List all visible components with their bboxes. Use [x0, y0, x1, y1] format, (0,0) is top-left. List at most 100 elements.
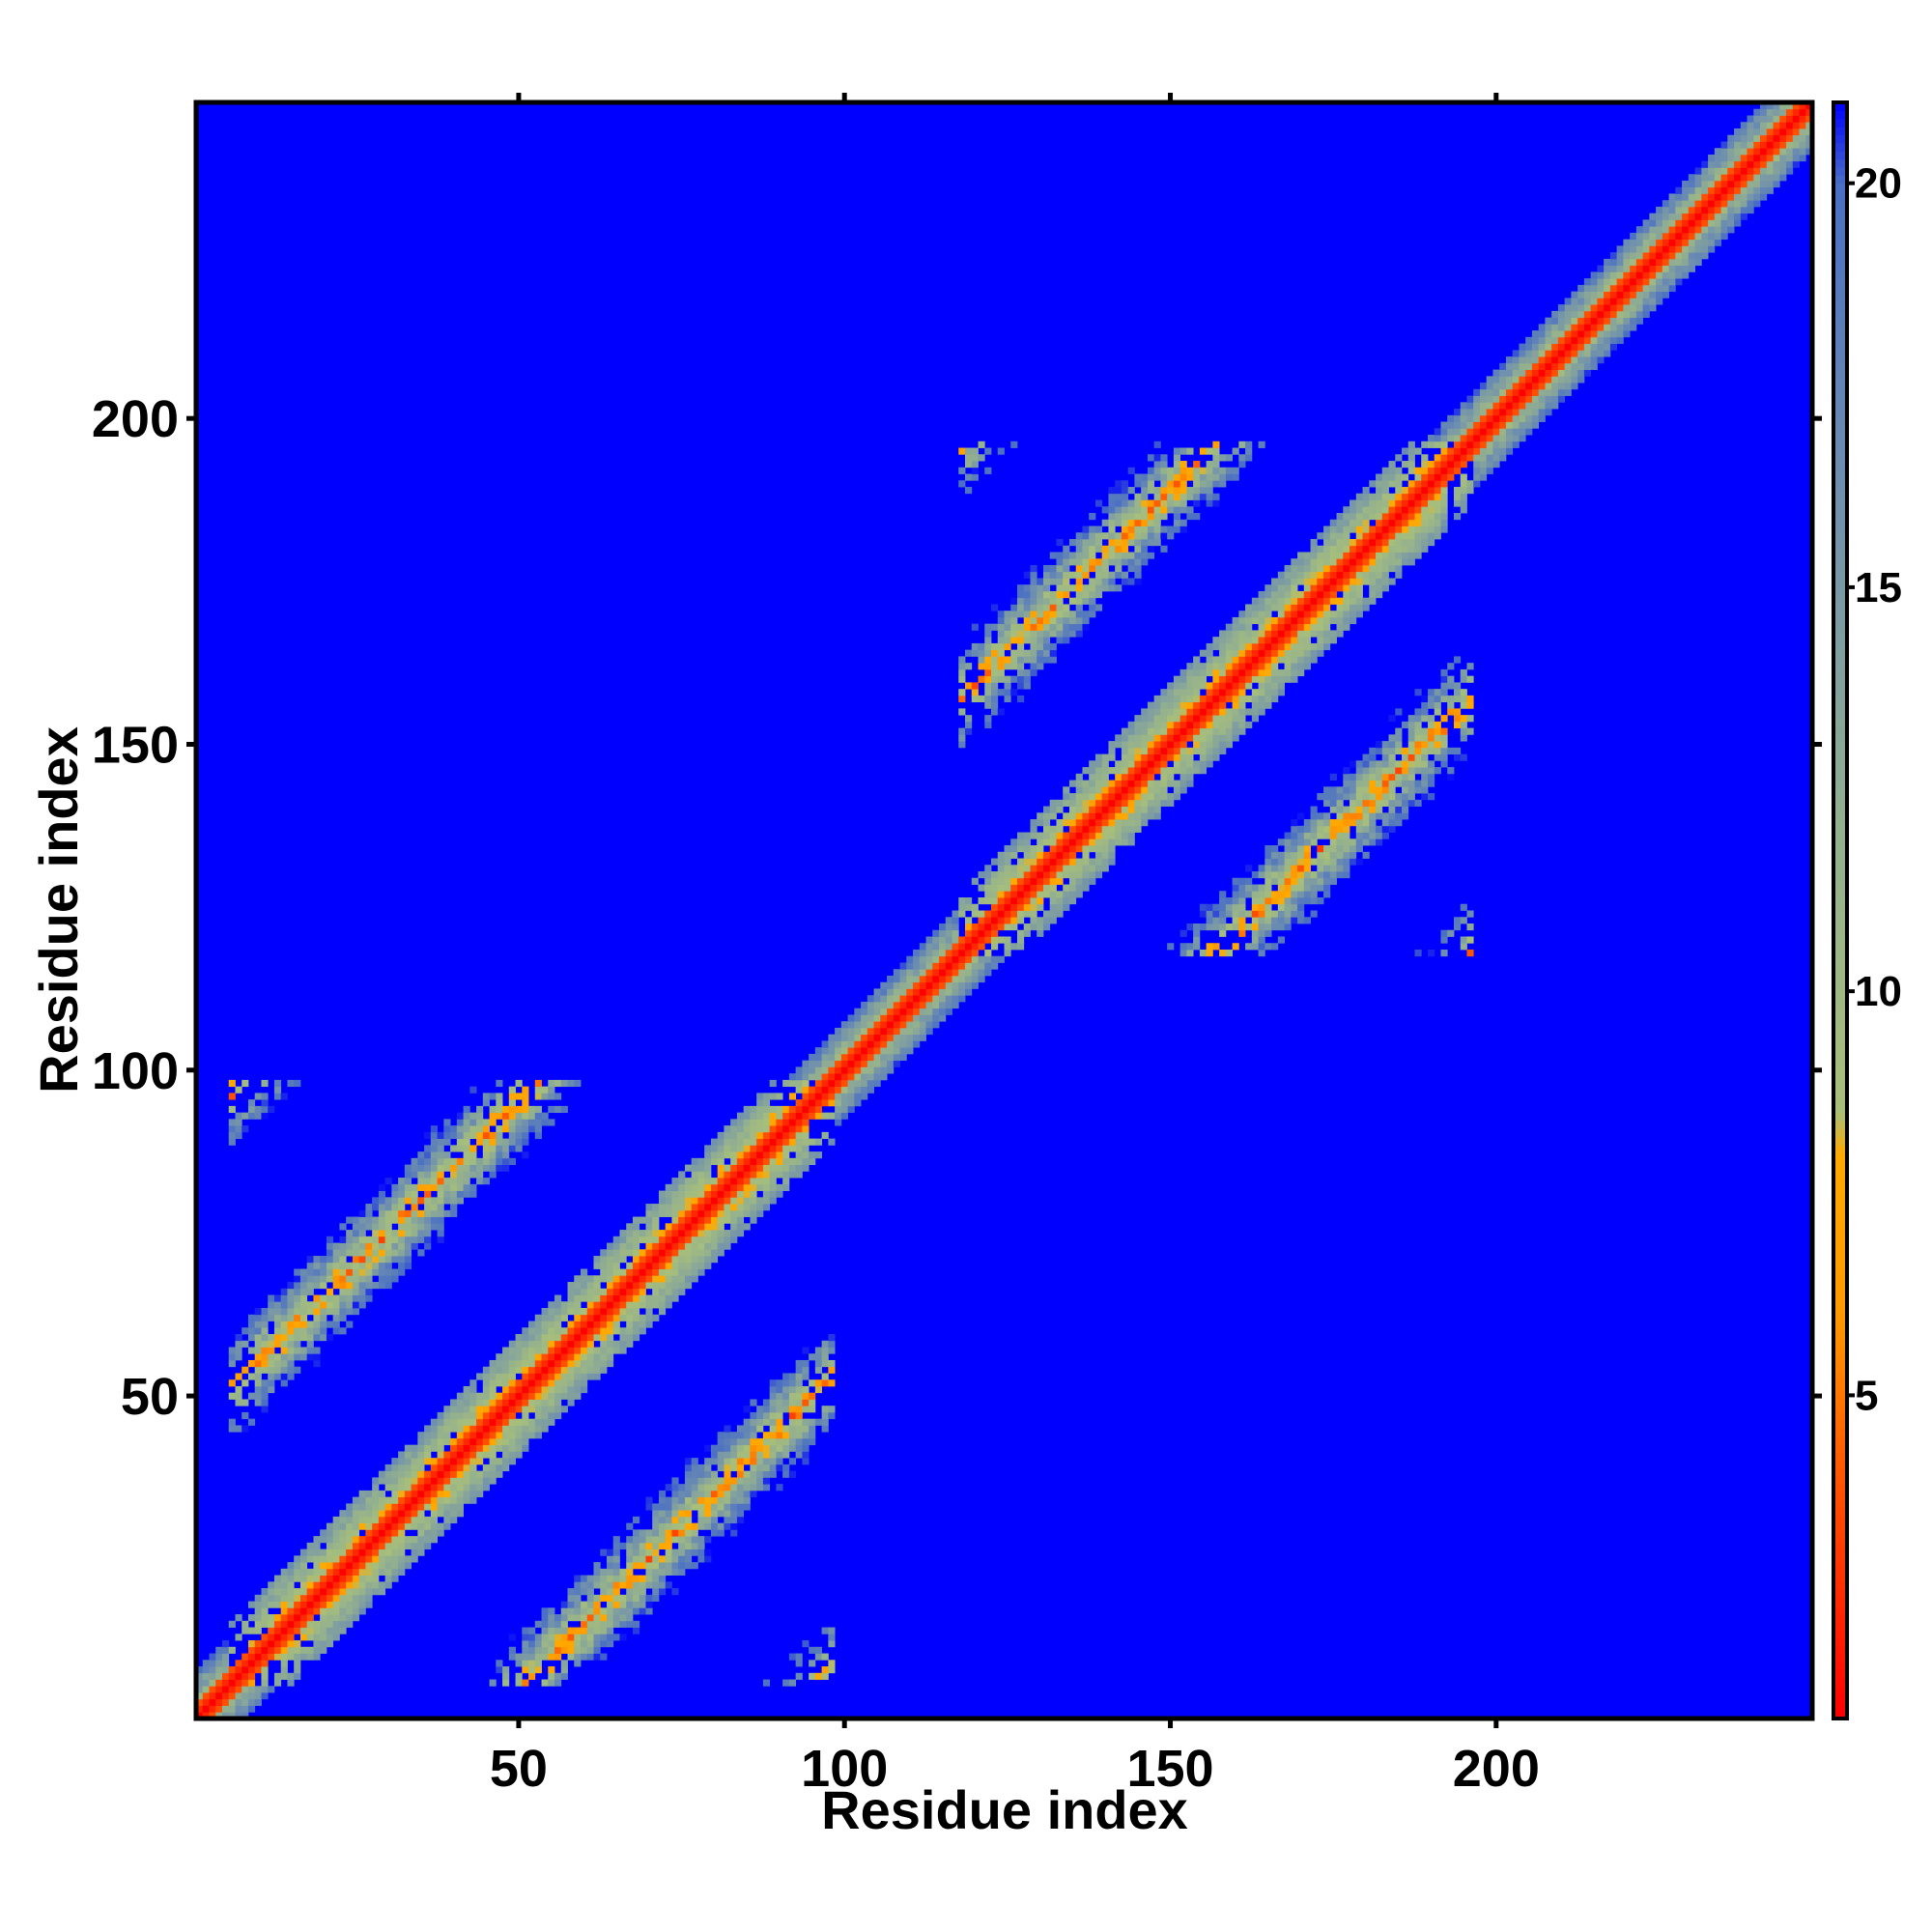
- heatmap-cell: [1063, 630, 1070, 638]
- heatmap-cell: [1023, 675, 1031, 683]
- heatmap-cell: [482, 1444, 490, 1452]
- heatmap-cell: [254, 1620, 262, 1628]
- heatmap-cell: [1160, 454, 1168, 462]
- heatmap-cell: [1094, 865, 1103, 872]
- heatmap-cell: [378, 1588, 386, 1596]
- heatmap-cell: [691, 1562, 698, 1570]
- heatmap-cell: [1238, 715, 1246, 723]
- heatmap-cell: [691, 1236, 698, 1243]
- heatmap-cell: [769, 1190, 777, 1198]
- heatmap-cell: [1329, 832, 1337, 839]
- heatmap-cell: [736, 1463, 745, 1472]
- heatmap-cell: [958, 695, 966, 703]
- heatmap-cell: [1010, 884, 1018, 892]
- heatmap-cell: [332, 1601, 340, 1608]
- heatmap-cell: [313, 1568, 321, 1576]
- heatmap-cell: [398, 1190, 406, 1198]
- heatmap-cell: [658, 1256, 667, 1264]
- heatmap-cell: [1056, 891, 1064, 898]
- heatmap-cell: [1271, 865, 1279, 872]
- heatmap-cell: [671, 1555, 679, 1563]
- heatmap-cell: [1329, 799, 1337, 807]
- heatmap-cell: [1219, 668, 1227, 677]
- heatmap-cell: [652, 1236, 660, 1243]
- heatmap-cell: [1284, 845, 1292, 853]
- heatmap-cell: [1049, 832, 1057, 839]
- heatmap-cell: [1317, 825, 1324, 833]
- heatmap-cell: [652, 1581, 660, 1589]
- heatmap-cell: [756, 1470, 764, 1478]
- heatmap-cell: [795, 1406, 803, 1413]
- heatmap-cell: [965, 929, 973, 937]
- heatmap-cell: [671, 1536, 679, 1544]
- heatmap-cell: [795, 1392, 803, 1400]
- heatmap-cell: [1030, 923, 1037, 931]
- heatmap-cell: [294, 1588, 301, 1596]
- heatmap-cell: [339, 1614, 347, 1622]
- heatmap-cell: [1225, 642, 1234, 651]
- heatmap-cell: [1186, 467, 1194, 474]
- heatmap-cell: [1271, 845, 1279, 853]
- heatmap-cell: [1056, 819, 1064, 827]
- heatmap-cell: [1271, 897, 1279, 905]
- heatmap-cell: [417, 1444, 425, 1452]
- heatmap-cell: [730, 1157, 738, 1165]
- heatmap-cell: [1049, 597, 1057, 605]
- heatmap-cell: [534, 1333, 542, 1342]
- heatmap-cell: [971, 623, 979, 631]
- heatmap-cell: [1238, 440, 1246, 448]
- heatmap-cell: [626, 1614, 634, 1622]
- heatmap-cell: [280, 1366, 288, 1374]
- heatmap-cell: [658, 1204, 667, 1211]
- heatmap-cell: [671, 1197, 679, 1205]
- heatmap-cell: [678, 1197, 686, 1205]
- heatmap-cell: [496, 1138, 503, 1146]
- heatmap-cell: [1094, 858, 1103, 866]
- heatmap-cell: [632, 1242, 640, 1250]
- heatmap-cell: [456, 1406, 464, 1413]
- heatmap-cell: [548, 1614, 555, 1622]
- heatmap-cell: [1030, 637, 1037, 644]
- heatmap-cell: [1063, 851, 1070, 859]
- heatmap-cell: [750, 1164, 757, 1172]
- heatmap-cell: [776, 1451, 783, 1459]
- heatmap-cell: [430, 1178, 438, 1185]
- heatmap-cell: [1023, 891, 1031, 898]
- heatmap-cell: [1147, 799, 1155, 807]
- heatmap-cell: [365, 1594, 373, 1602]
- heatmap-cell: [1251, 701, 1259, 709]
- heatmap-cell: [417, 1503, 425, 1511]
- heatmap-cell: [1153, 727, 1161, 735]
- heatmap-cell: [1063, 611, 1070, 618]
- heatmap-cell: [828, 1079, 836, 1088]
- heatmap-cell: [1147, 715, 1155, 723]
- heatmap-cell: [437, 1164, 444, 1172]
- heatmap-cell: [384, 1256, 392, 1264]
- heatmap-cell: [1037, 845, 1044, 853]
- heatmap-cell: [1089, 597, 1096, 605]
- heatmap-cell: [1167, 721, 1175, 729]
- heatmap-cell: [1193, 760, 1201, 768]
- heatmap-cell: [1063, 865, 1070, 872]
- heatmap-cell: [665, 1190, 672, 1198]
- heatmap-cell: [925, 988, 933, 996]
- heatmap-cell: [261, 1588, 269, 1596]
- heatmap-cell: [952, 943, 959, 951]
- heatmap-cell: [658, 1288, 667, 1295]
- heatmap-cell: [1212, 467, 1220, 474]
- heatmap-cell: [997, 897, 1005, 905]
- heatmap-cell: [346, 1555, 354, 1563]
- heatmap-cell: [1016, 910, 1025, 918]
- heatmap-cell: [665, 1562, 672, 1570]
- heatmap-cell: [502, 1679, 510, 1687]
- heatmap-cell: [1291, 851, 1298, 859]
- heatmap-cell: [1212, 741, 1220, 749]
- heatmap-cell: [1004, 616, 1011, 625]
- heatmap-cell: [814, 1151, 823, 1159]
- heatmap-cell: [228, 1353, 236, 1361]
- heatmap-cell: [254, 1607, 262, 1615]
- heatmap-cell: [1264, 858, 1272, 866]
- heatmap-cell: [1037, 616, 1044, 625]
- heatmap-cell: [1317, 851, 1324, 859]
- heatmap-cell: [508, 1340, 516, 1348]
